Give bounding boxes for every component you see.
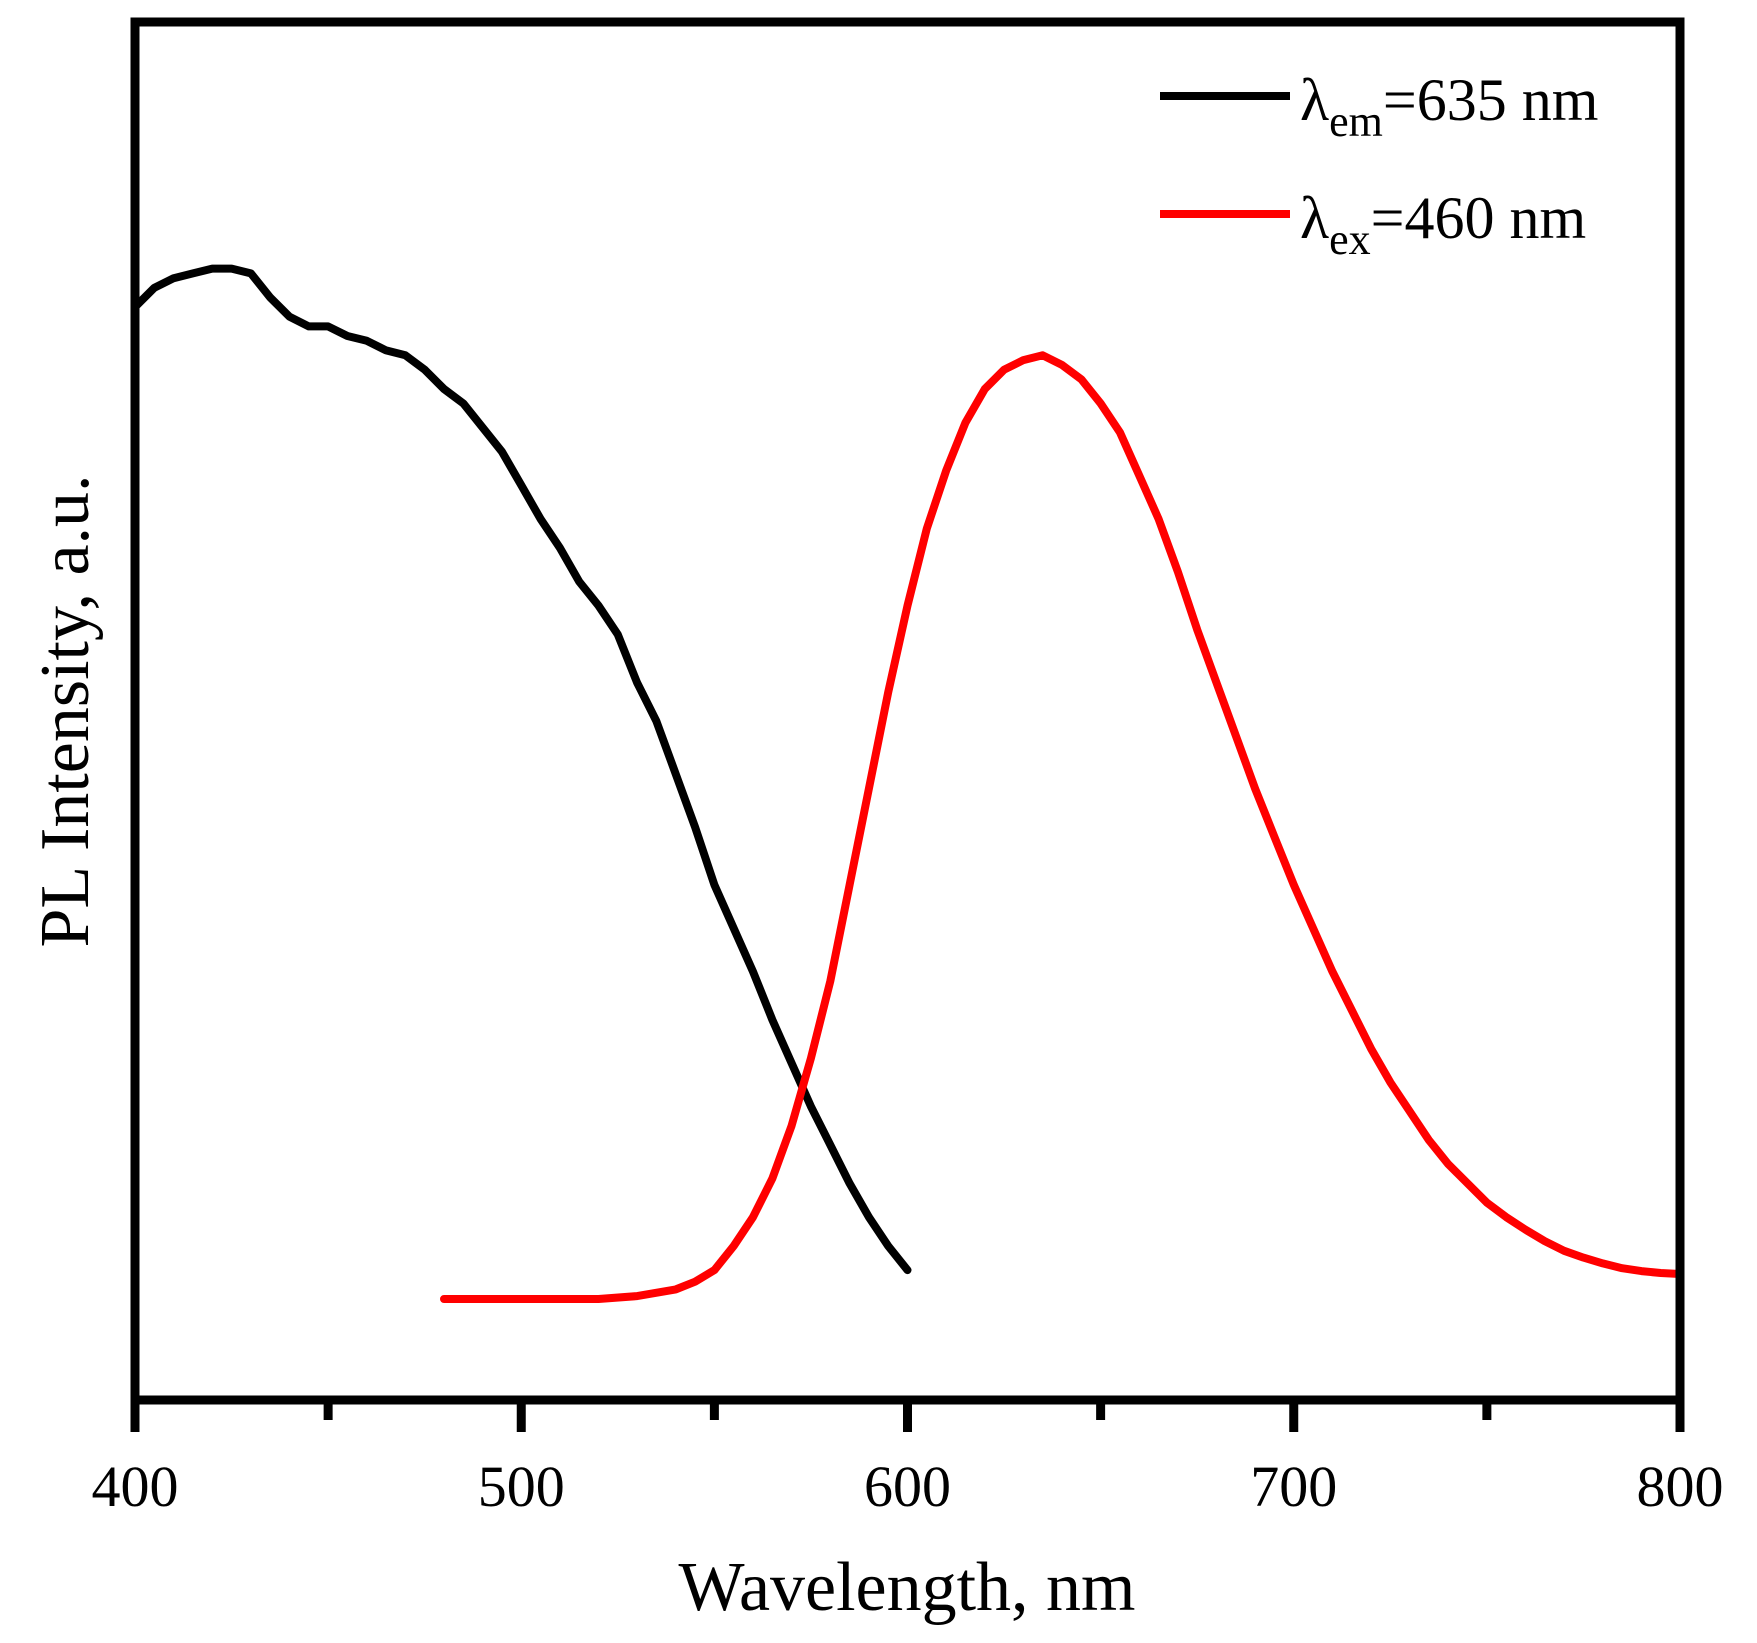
tick-labels-layer: 400 500 600 700 800 <box>92 1454 1724 1519</box>
legend: λem=635 nm λex=460 nm <box>1160 67 1598 264</box>
x-tick-label: 800 <box>1637 1454 1724 1519</box>
x-tick-label: 700 <box>1250 1454 1337 1519</box>
series-line-1 <box>131 264 912 1275</box>
series-line-2 <box>440 351 1684 1303</box>
x-tick-label: 600 <box>864 1454 951 1519</box>
x-axis-title: Wavelength, nm <box>678 1549 1135 1626</box>
legend-label-2: λex=460 nm <box>1300 185 1586 264</box>
x-tick-label: 400 <box>92 1454 179 1519</box>
x-tick-label: 500 <box>478 1454 565 1519</box>
legend-label-1: λem=635 nm <box>1300 67 1598 146</box>
y-axis-title: PL Intensity, a.u. <box>27 474 104 947</box>
ticks-layer <box>130 1400 1685 1432</box>
series-layer <box>131 264 1684 1303</box>
